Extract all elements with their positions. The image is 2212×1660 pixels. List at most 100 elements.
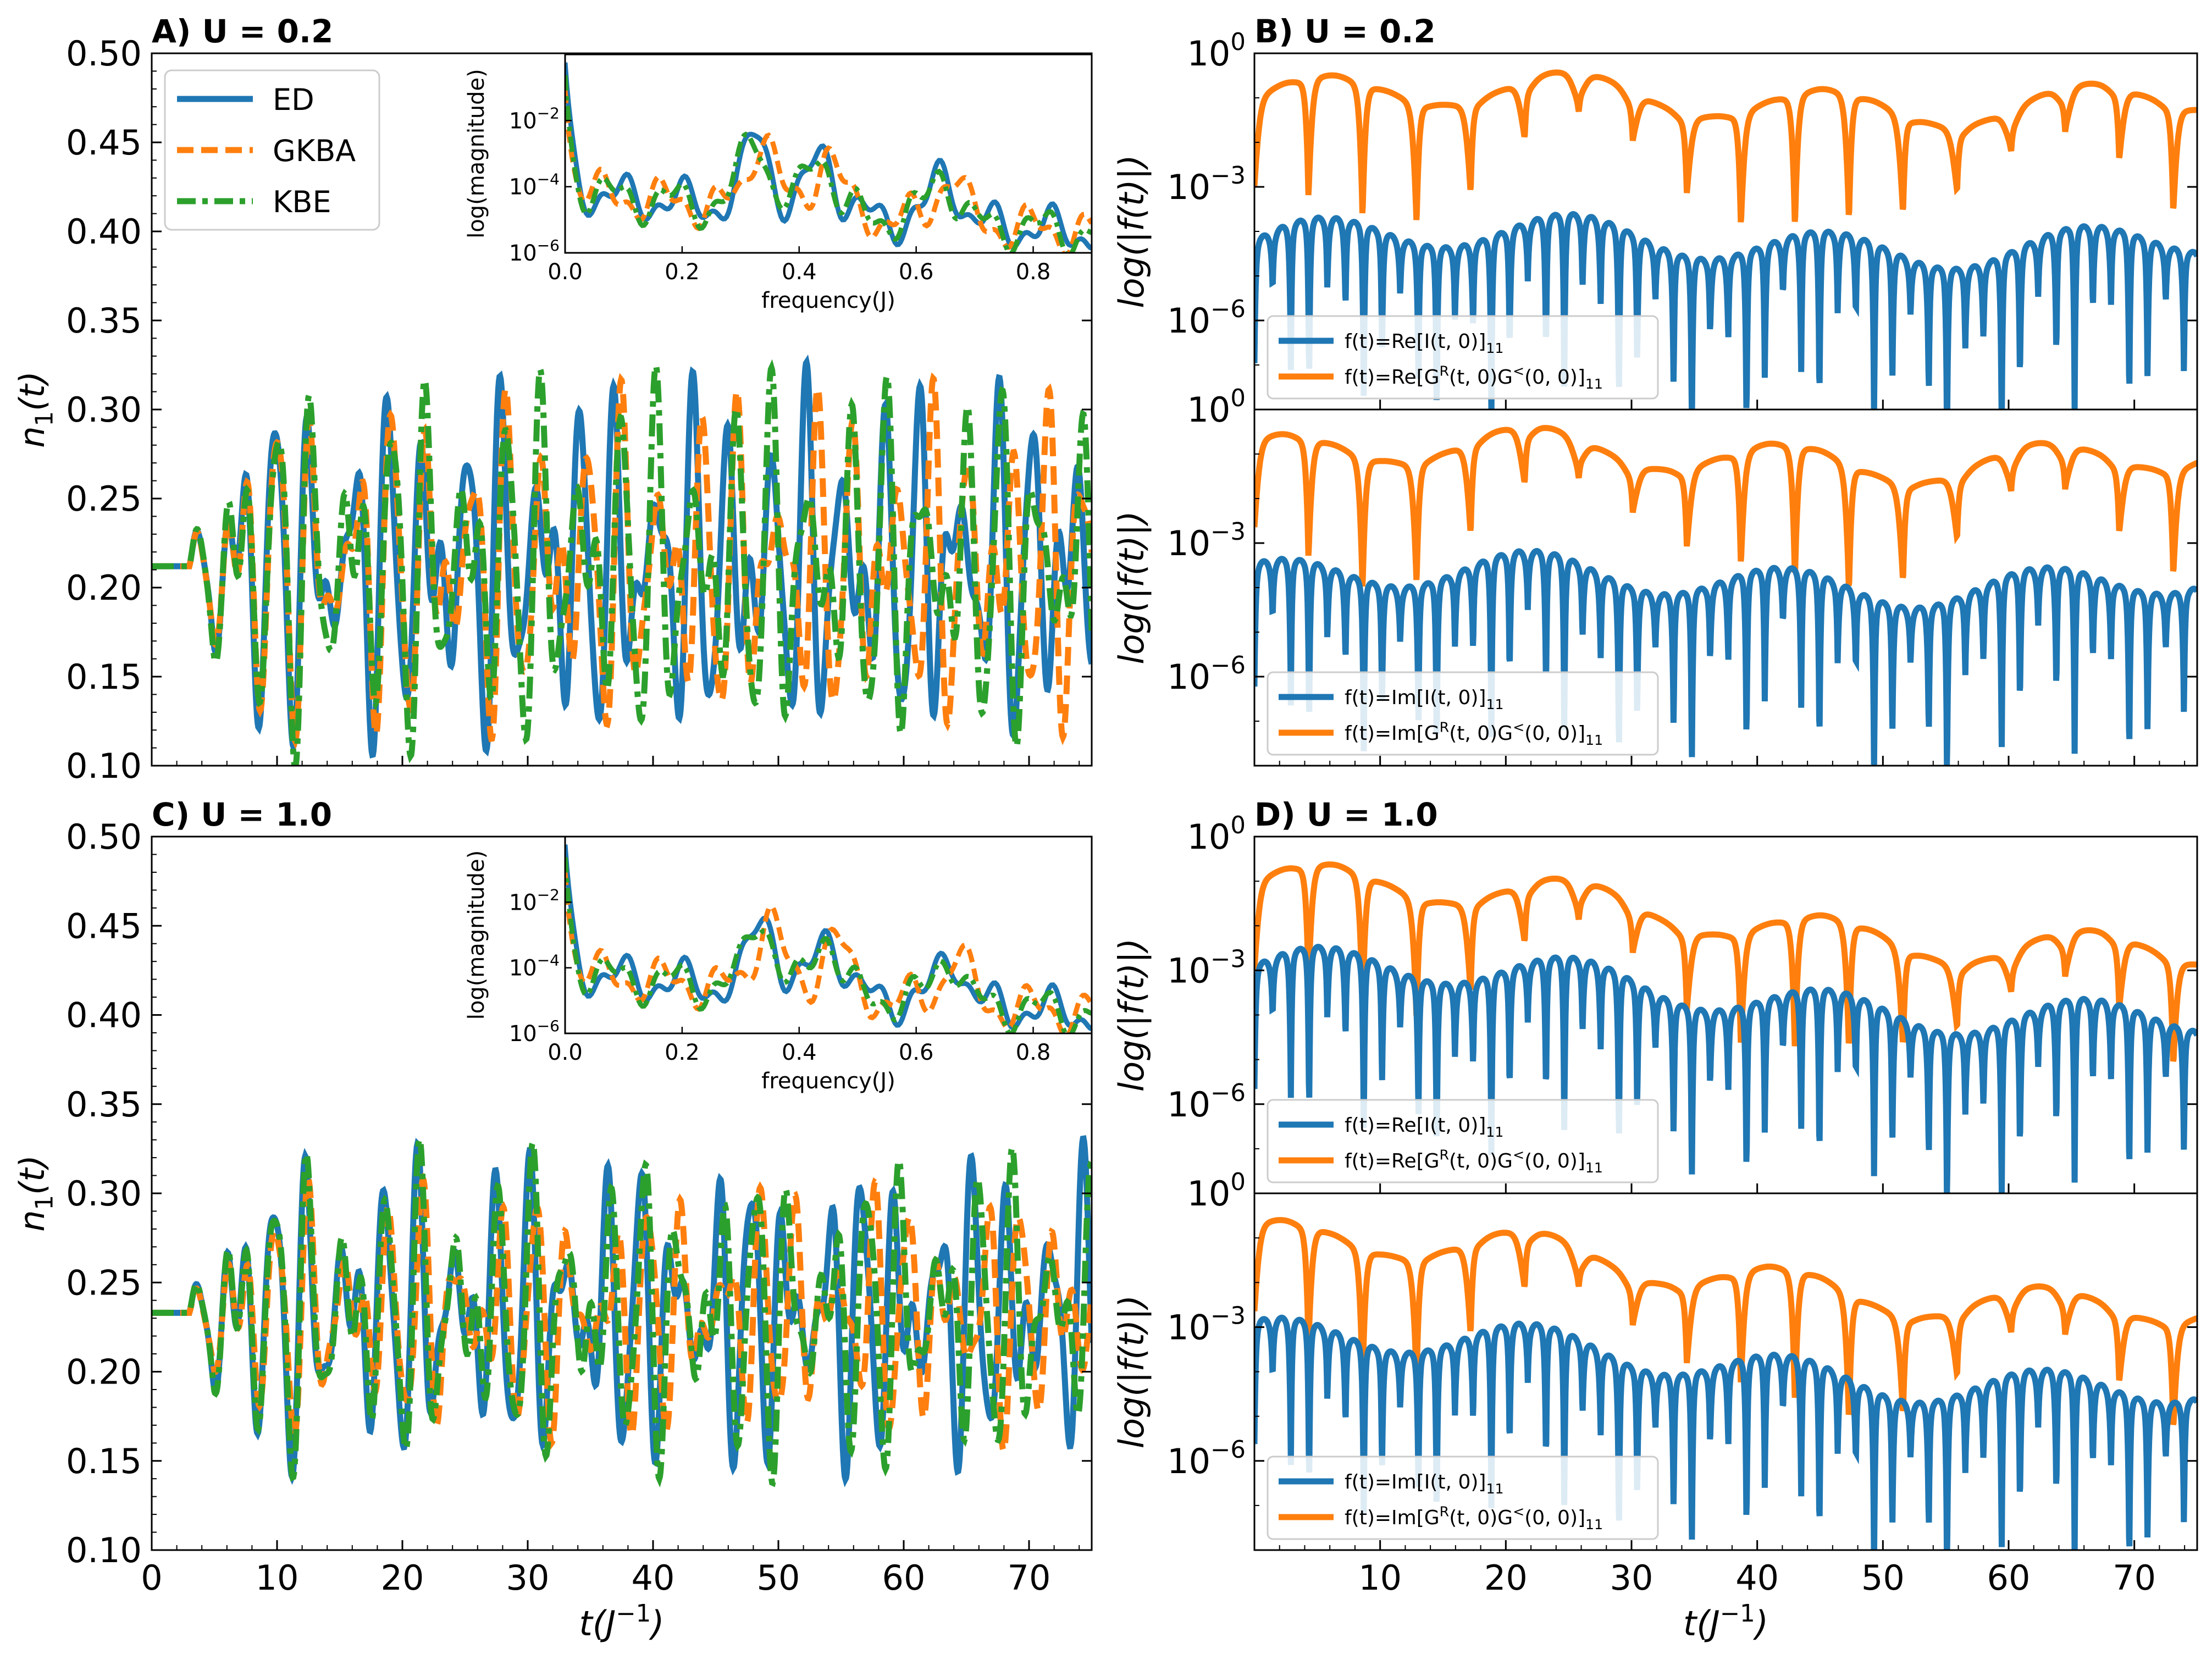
inset-y-axis-label: log(magnitude)	[464, 69, 489, 239]
D-curve-GG	[1254, 1217, 2197, 1426]
inset-frame	[564, 835, 1093, 1034]
y-tick-label: 0.35	[66, 1084, 142, 1125]
D-x-axis-label: t(J−1​)	[1683, 1600, 1768, 1644]
D-curve-I	[1254, 1314, 2197, 1550]
inset-x-tick-label: 0.0	[548, 259, 583, 285]
y-tick-label: 0.10	[66, 1530, 142, 1570]
legend-label-0: f(t)=Im[I(t, 0)]11​	[1345, 1471, 1504, 1497]
inset-y-axis-label: log(magnitude)	[464, 850, 489, 1020]
panel-A: 0.10 0.15 0.20 0.25 0.30 0.35 0.40 0.45 0.50 A) U…	[12, 13, 1093, 786]
inset-y-tick-label: 10−6	[509, 1017, 560, 1047]
y-tick-label: 0.30	[66, 1174, 142, 1214]
B-panel-title: B) U = 0.2	[1254, 13, 1436, 50]
legend-label-1: f(t)=Im[GR​(t, 0)G<​(0, 0)]11​	[1345, 720, 1603, 748]
y-tick-label: 100	[1187, 812, 1246, 857]
panel-D: 100 10−3 10−6 log(|f(t)|) f(t)=Re[I(t, 0)]11…	[1111, 796, 2198, 1644]
panel-B: 100 10−3 10−6 log(|f(t)|) f(t)=Re[I(t, 0)]11…	[1111, 13, 2198, 767]
inset-series-KBE	[565, 857, 1092, 1033]
y-tick-label: 0.10	[66, 746, 142, 786]
y-tick-label: 0.30	[66, 390, 142, 430]
B-subpanel-2: 100 10−3 10−6 log(|f(t)|) f(t)=Im[I(t, 0)]11…	[1111, 385, 2198, 767]
D-curve-I	[1254, 943, 2197, 1193]
y-tick-label: 10−6	[1167, 1080, 1246, 1125]
B-curve-I	[1254, 547, 2197, 766]
B-subpanel-1: 100 10−3 10−6 log(|f(t)|) f(t)=Re[I(t, 0)]11…	[1111, 29, 2198, 411]
B-curve-GG	[1254, 69, 2197, 223]
legend-label-0: f(t)=Re[I(t, 0)]11​	[1345, 1114, 1503, 1140]
panel-C: 0.10 0.15 0.20 0.25 0.30 0.35 0.40 0.45 0.50 0 10 2…	[12, 796, 1093, 1644]
B-curve-I	[1254, 211, 2197, 410]
x-tick-label: 60	[1987, 1558, 2031, 1598]
inset-y-tick-label: 10−2	[509, 886, 560, 915]
y-tick-label: 0.35	[66, 301, 142, 341]
legend-box	[1267, 1456, 1659, 1540]
x-tick-label: 10	[1358, 1558, 1402, 1598]
x-tick-label: 20	[1484, 1558, 1528, 1598]
inset-x-tick-label: 0.0	[548, 1040, 583, 1065]
A-y-axis-label: n1​(t)	[12, 371, 59, 448]
y-tick-label: 0.20	[66, 568, 142, 608]
x-tick-label: 50	[757, 1558, 800, 1598]
inset-C: 0.0 0.2 0.4 0.6 0.8 10−6 10−4 10−2 frequency(J) l…	[464, 835, 1093, 1094]
y-tick-label: 0.50	[66, 817, 142, 857]
inset-series-GKBA	[565, 90, 1092, 253]
D-curve-GG	[1254, 861, 2197, 1062]
y-tick-label: 0.50	[66, 34, 142, 74]
inset-x-tick-label: 0.2	[665, 1040, 700, 1065]
y-tick-label: 10−6	[1167, 652, 1246, 697]
x-tick-label: 20	[381, 1558, 424, 1598]
x-tick-label: 10	[256, 1558, 299, 1598]
x-tick-label: 70	[2113, 1558, 2156, 1598]
y-tick-label: 10−6	[1167, 1436, 1246, 1481]
inset-y-tick-label: 10−2	[509, 104, 560, 134]
x-tick-label: 30	[506, 1558, 550, 1598]
y-tick-label: 0.40	[66, 212, 142, 252]
x-tick-label: 50	[1861, 1558, 1905, 1598]
legend-label-0: f(t)=Im[I(t, 0)]11​	[1345, 687, 1504, 712]
inset-y-tick-label: 10−6	[509, 236, 560, 266]
inset-x-axis-label: frequency(J)	[761, 1069, 895, 1094]
series-KBE-line	[152, 1134, 1092, 1488]
x-tick-label: 0	[141, 1558, 162, 1598]
legend: ED GKBA KBE	[164, 69, 380, 231]
inset-x-tick-label: 0.6	[899, 259, 934, 285]
x-tick-label: 70	[1008, 1558, 1051, 1598]
y-tick-label: 0.15	[66, 657, 142, 697]
y-tick-label: 10−6	[1167, 296, 1246, 341]
D-subpanel-2: 100 10−3 10−6 log(|f(t)|) f(t)=Im[I(t, 0)]11…	[1111, 1169, 2198, 1551]
inset-x-tick-label: 0.2	[665, 259, 700, 285]
inset-x-tick-label: 0.6	[899, 1040, 934, 1065]
D-panel-title: D) U = 1.0	[1254, 796, 1438, 833]
inset-y-tick-label: 10−4	[509, 170, 560, 200]
C-x-axis-label: t(J−1​)	[579, 1600, 665, 1644]
x-tick-label: 40	[632, 1558, 675, 1598]
y-tick-label: 10−3	[1167, 162, 1246, 207]
B-curve-GG	[1254, 425, 2197, 587]
y-tick-label: 0.20	[66, 1352, 142, 1392]
D-y-axis-label-2: log(|f(t)|)	[1111, 1295, 1152, 1448]
inset-x-axis-label: frequency(J)	[761, 288, 895, 313]
inset-A: 0.0 0.2 0.4 0.6 0.8 10−6 10−4 10−2 frequency(J) l…	[464, 53, 1093, 313]
y-tick-label: 10−3	[1167, 945, 1246, 991]
D-y-axis-label-1: log(|f(t)|)	[1111, 938, 1152, 1092]
legend-label-GKBA: GKBA	[273, 134, 356, 168]
legend-label-ED: ED	[273, 82, 314, 117]
y-tick-label: 100	[1187, 29, 1246, 74]
inset-series-ED	[565, 62, 1092, 251]
legend-label-KBE: KBE	[273, 185, 331, 219]
legend-label-0: f(t)=Re[I(t, 0)]11​	[1345, 330, 1503, 356]
legend-box	[1267, 315, 1659, 400]
x-tick-label: 30	[1610, 1558, 1654, 1598]
x-tick-label: 40	[1735, 1558, 1779, 1598]
y-tick-label: 0.45	[66, 906, 142, 946]
legend-label-1: f(t)=Im[GR​(t, 0)G<​(0, 0)]11​	[1345, 1504, 1603, 1532]
legend-box	[1267, 671, 1659, 756]
y-tick-label: 0.45	[66, 123, 142, 163]
y-tick-label: 10−3	[1167, 1302, 1246, 1347]
inset-x-tick-label: 0.8	[1016, 259, 1051, 285]
inset-y-tick-label: 10−4	[509, 951, 560, 981]
y-tick-label: 0.15	[66, 1441, 142, 1481]
inset-series-KBE	[565, 75, 1092, 253]
inset-series-ED	[565, 844, 1092, 1032]
